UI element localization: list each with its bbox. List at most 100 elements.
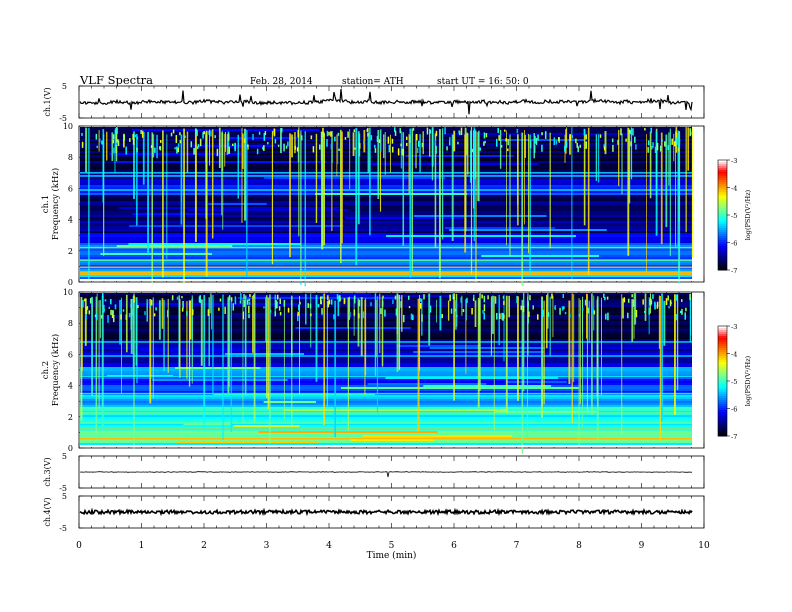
sferic-streak bbox=[646, 134, 647, 272]
sferic-streak bbox=[84, 298, 87, 346]
sferic-dot bbox=[321, 296, 323, 299]
spectrogram-image bbox=[80, 293, 692, 454]
colorbar-step bbox=[718, 162, 727, 165]
sferic-dot bbox=[297, 314, 299, 322]
sferic-dot bbox=[338, 148, 340, 151]
sferic-dot bbox=[276, 301, 279, 309]
sferic-dot bbox=[452, 293, 454, 300]
colorbar-step bbox=[718, 336, 727, 339]
sferic-streak bbox=[369, 127, 371, 236]
colorbar-step bbox=[718, 186, 727, 189]
sferic-dot bbox=[134, 134, 137, 138]
sferic-streak bbox=[376, 296, 379, 413]
sferic-dot bbox=[101, 314, 103, 319]
sferic-streak bbox=[527, 134, 529, 254]
x-axis-label: Time (min) bbox=[367, 550, 417, 561]
sferic-dot bbox=[95, 314, 98, 320]
sferic-streak bbox=[161, 298, 164, 329]
frequency-segment bbox=[263, 401, 317, 403]
colorbar-step bbox=[718, 342, 727, 345]
sferic-dot bbox=[84, 298, 86, 302]
sferic-dot bbox=[502, 295, 505, 299]
frequency-segment bbox=[429, 347, 545, 349]
sferic-dot bbox=[133, 295, 135, 303]
colorbar-step bbox=[718, 362, 727, 365]
sferic-dot bbox=[499, 313, 501, 320]
sferic-dot bbox=[401, 148, 403, 155]
sferic-streak bbox=[473, 127, 475, 242]
sferic-dot bbox=[533, 145, 536, 153]
ch1-waveform-panel: 5 -5 ch.1(V) bbox=[43, 82, 705, 123]
y-tick-label: 8 bbox=[68, 153, 73, 162]
sferic-streak bbox=[147, 131, 149, 255]
frequency-row bbox=[80, 255, 692, 257]
sferic-dot bbox=[144, 311, 146, 316]
frequency-row bbox=[80, 225, 692, 227]
sferic-dot bbox=[179, 140, 182, 144]
sferic-dot bbox=[179, 132, 181, 136]
sferic-dot bbox=[374, 144, 376, 148]
sferic-dot bbox=[381, 300, 384, 307]
sferic-dot bbox=[528, 311, 530, 318]
colorbar-step bbox=[718, 426, 727, 429]
frequency-row bbox=[80, 443, 692, 445]
sferic-streak bbox=[517, 134, 519, 226]
sferic-streak bbox=[289, 133, 291, 258]
frequency-segment bbox=[132, 213, 222, 215]
sferic-dot bbox=[544, 131, 547, 139]
colorbar-step bbox=[718, 418, 727, 421]
frequency-row bbox=[80, 211, 692, 213]
frequency-row bbox=[80, 169, 692, 171]
sferic-dot bbox=[149, 305, 151, 308]
sferic-streak bbox=[194, 128, 197, 242]
colorbar-step bbox=[718, 222, 727, 225]
sferic-dot bbox=[248, 301, 251, 305]
sferic-streak bbox=[244, 295, 247, 396]
frequency-row bbox=[80, 181, 692, 183]
sferic-dot bbox=[132, 133, 134, 140]
sferic-dot bbox=[216, 148, 219, 157]
sferic-streak bbox=[498, 294, 501, 346]
sferic-dot bbox=[112, 314, 115, 323]
sferic-dot bbox=[103, 308, 106, 311]
sferic-streak bbox=[189, 300, 192, 340]
sferic-streak bbox=[252, 295, 254, 353]
frequency-row bbox=[80, 221, 692, 223]
frequency-row bbox=[80, 245, 692, 247]
sferic-dot bbox=[564, 145, 566, 152]
sferic-dot bbox=[667, 295, 669, 301]
sferic-dot bbox=[689, 294, 691, 301]
sferic-dot bbox=[585, 141, 587, 149]
low-frequency-gap bbox=[80, 445, 692, 447]
colorbar-step bbox=[718, 400, 727, 403]
sferic-dot bbox=[228, 146, 230, 154]
sferic-dot bbox=[507, 138, 509, 146]
colorbar-step bbox=[718, 188, 727, 191]
frequency-row bbox=[80, 233, 692, 235]
frequency-row bbox=[80, 147, 692, 149]
colorbar-step bbox=[718, 412, 727, 415]
sferic-dot bbox=[654, 146, 657, 153]
colorbar-step bbox=[718, 352, 727, 355]
sferic-dot bbox=[85, 313, 87, 320]
sferic-streak bbox=[579, 299, 581, 405]
sferic-dot bbox=[184, 135, 186, 139]
frequency-row bbox=[80, 321, 692, 323]
colorbar-step bbox=[718, 406, 727, 409]
sferic-streak bbox=[524, 134, 526, 158]
sferic-dot bbox=[287, 307, 290, 313]
sferic-dot bbox=[569, 134, 572, 141]
colorbar-step bbox=[718, 334, 727, 337]
x-tick-label: 1 bbox=[139, 541, 145, 551]
sferic-streak bbox=[529, 134, 531, 275]
frequency-row bbox=[80, 351, 692, 353]
frequency-row bbox=[80, 223, 692, 225]
sferic-dot bbox=[339, 298, 342, 301]
sferic-dot bbox=[376, 136, 379, 142]
sferic-streak bbox=[547, 293, 549, 329]
sferic-streak bbox=[478, 299, 481, 326]
sferic-streak bbox=[441, 128, 444, 240]
sferic-dot bbox=[435, 130, 438, 137]
sferic-streak bbox=[162, 130, 164, 278]
frequency-row bbox=[80, 349, 692, 351]
